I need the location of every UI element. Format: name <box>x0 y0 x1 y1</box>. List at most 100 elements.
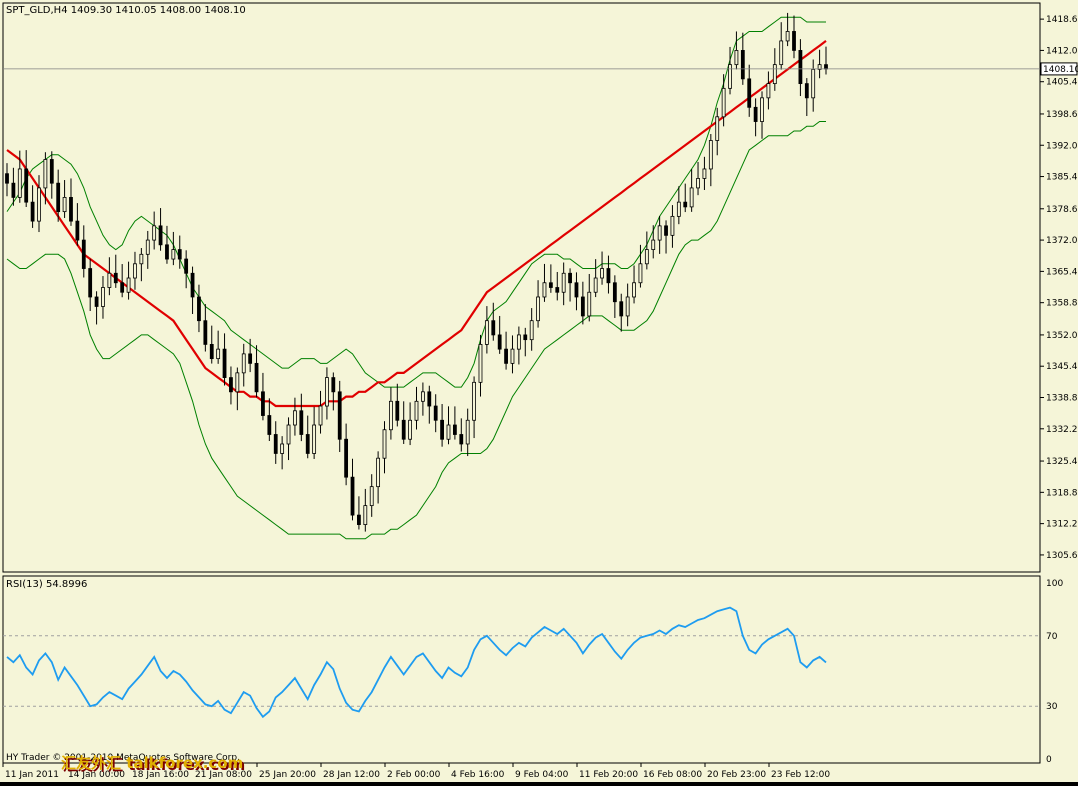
candle-118 <box>760 91 764 139</box>
candle-28 <box>184 250 189 289</box>
candle-85 <box>548 264 553 293</box>
candle-58 <box>376 451 381 504</box>
lower-band-line <box>6 121 826 540</box>
price-tick-label-2: 1405.40 <box>1046 78 1078 88</box>
candle-body-108 <box>696 178 700 189</box>
candle-body-4 <box>30 201 35 222</box>
price-tick-label-5: 1385.40 <box>1046 173 1078 183</box>
candle-body-1 <box>11 182 16 198</box>
candle-body-51 <box>331 377 336 393</box>
candle-75 <box>484 306 489 354</box>
candle-body-106 <box>683 201 688 208</box>
candlesticks <box>5 12 828 532</box>
candle-body-97 <box>625 296 630 317</box>
current-price-label: 1408.10 <box>1043 65 1078 75</box>
candle-30 <box>197 284 201 333</box>
candle-body-0 <box>5 173 9 184</box>
candle-43 <box>280 436 285 470</box>
candle-body-112 <box>721 87 726 118</box>
candle-98 <box>632 265 636 304</box>
candle-body-109 <box>702 168 707 179</box>
candle-body-81 <box>523 334 528 341</box>
candle-7 <box>49 151 54 199</box>
candle-1 <box>11 167 16 206</box>
candle-body-100 <box>644 249 649 265</box>
candle-49 <box>318 390 323 434</box>
candle-body-103 <box>664 225 668 236</box>
candle-body-113 <box>728 64 732 89</box>
candle-body-96 <box>619 301 624 317</box>
rsi-panel[interactable]: 100 70 30 0 RSI(13) 54.8996 <box>2 575 1063 765</box>
price-panel[interactable]: 1418.60 1412.00 1405.40 1398.60 1392.00 1385.… <box>2 2 1078 573</box>
candle-body-115 <box>740 50 745 80</box>
price-tick-label-13: 1332.20 <box>1046 425 1078 435</box>
current-price-marker: 1408.10 <box>1040 62 1078 76</box>
price-tick-label-15: 1318.80 <box>1046 488 1078 498</box>
candle-101 <box>651 225 656 259</box>
candle-body-14 <box>94 296 99 307</box>
candle-64 <box>414 386 419 430</box>
candle-body-49 <box>318 405 323 426</box>
candle-26 <box>171 231 176 266</box>
candle-body-10 <box>69 197 73 222</box>
candle-body-91 <box>587 291 592 317</box>
candle-109 <box>702 156 707 191</box>
copyright-text: HY Trader © 2001-2010 MetaQuotes Softwar… <box>6 753 240 763</box>
candle-42 <box>273 421 278 464</box>
candle-body-90 <box>580 296 585 317</box>
rsi-line <box>6 606 827 719</box>
candle-body-6 <box>43 159 48 189</box>
candle-55 <box>357 496 361 530</box>
candle-body-33 <box>216 348 221 360</box>
price-tick-label-9: 1358.80 <box>1046 299 1078 309</box>
candle-body-86 <box>555 287 560 293</box>
candle-120 <box>772 48 777 91</box>
candle-body-80 <box>516 334 521 350</box>
candle-16 <box>107 257 112 296</box>
candle-110 <box>708 134 713 187</box>
candle-86 <box>555 271 560 301</box>
time-tick-label-10: 16 Feb 08:00 <box>643 770 702 780</box>
candle-body-95 <box>612 282 617 303</box>
candle-100 <box>644 231 649 270</box>
candle-11 <box>75 203 80 246</box>
candle-56 <box>363 488 368 532</box>
candle-body-43 <box>280 443 285 454</box>
rsi-levels <box>3 635 1040 707</box>
candle-6 <box>43 152 48 205</box>
candle-body-52 <box>337 391 342 440</box>
candle-body-74 <box>478 343 483 383</box>
candle-body-3 <box>24 168 29 203</box>
candle-body-15 <box>101 287 105 307</box>
price-tick-label-7: 1372.00 <box>1046 236 1078 246</box>
candle-body-120 <box>772 64 777 85</box>
candle-117 <box>753 98 758 137</box>
candle-48 <box>312 406 317 459</box>
candle-body-77 <box>497 334 502 350</box>
time-tick-label-11: 20 Feb 23:00 <box>707 770 766 780</box>
candle-body-42 <box>273 434 278 454</box>
candle-body-16 <box>107 272 112 288</box>
candle-body-7 <box>49 159 54 184</box>
candle-94 <box>606 255 611 294</box>
candle-122 <box>785 12 790 47</box>
candle-88 <box>568 268 572 302</box>
candle-body-66 <box>427 391 432 407</box>
candle-body-32 <box>209 343 214 360</box>
candle-3 <box>24 150 29 207</box>
time-tick-label-9: 11 Feb 20:00 <box>579 770 638 780</box>
price-tick-label-11: 1345.40 <box>1046 362 1078 372</box>
candle-body-76 <box>491 320 496 336</box>
candle-body-126 <box>811 68 816 99</box>
candle-80 <box>516 326 521 365</box>
candle-96 <box>619 293 624 332</box>
time-tick-label-3: 21 Jan 08:00 <box>195 770 252 780</box>
candle-81 <box>523 327 528 357</box>
candle-27 <box>177 235 182 269</box>
candle-84 <box>542 263 547 302</box>
candle-33 <box>216 330 221 364</box>
candle-body-111 <box>715 116 720 141</box>
